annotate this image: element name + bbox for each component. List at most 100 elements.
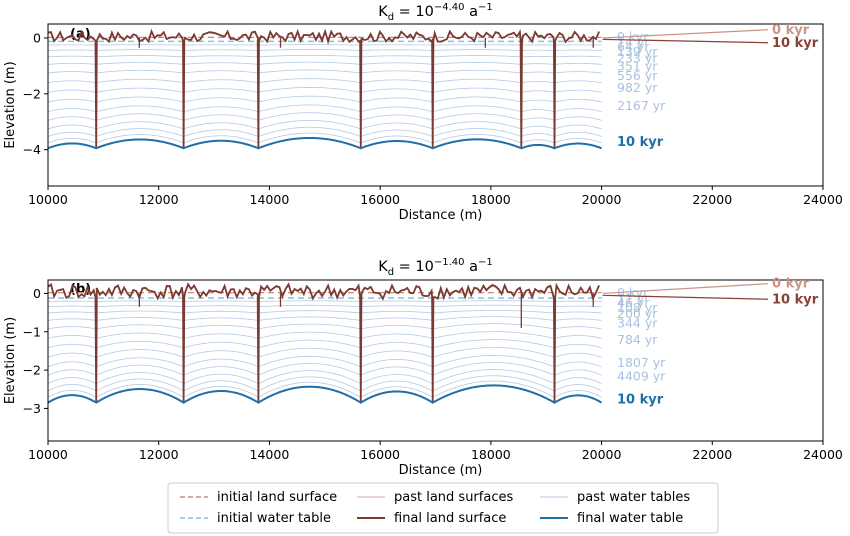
annotation-arrow-initial xyxy=(602,283,769,295)
annotation-final: 10 kyr xyxy=(772,292,819,307)
x-tick-label: 24000 xyxy=(803,192,843,207)
x-tick-label: 20000 xyxy=(582,447,622,462)
past-water-table xyxy=(48,78,602,84)
legend-label: initial land surface xyxy=(217,490,337,505)
past-water-table xyxy=(48,331,602,339)
legend-label: initial water table xyxy=(217,511,331,526)
past-water-table xyxy=(48,380,602,398)
title-part: = 10 xyxy=(394,259,434,275)
legend-label: final land surface xyxy=(394,511,506,526)
chart-title: Kd = 10−1.40 a−1 xyxy=(378,257,493,278)
final-water-table xyxy=(48,384,603,404)
water-table-time-label: 139 yr xyxy=(617,44,658,59)
water-table-time-label: 556 yr xyxy=(617,68,658,83)
past-water-table xyxy=(48,54,602,58)
past-water-table xyxy=(48,323,602,330)
water-table-time-label: 200 yr xyxy=(617,306,658,321)
final-water-table xyxy=(48,136,602,150)
axes-frame xyxy=(47,279,824,442)
final-land-surface xyxy=(48,28,600,149)
final-water-table-label: 10 kyr xyxy=(617,135,664,150)
water-table-time-label: 46 yr xyxy=(617,295,650,310)
legend-label: past land surfaces xyxy=(394,490,513,505)
title-part: d xyxy=(388,12,394,23)
x-tick-label: 18000 xyxy=(471,192,511,207)
title-part: −1.40 xyxy=(434,257,465,268)
past-water-table xyxy=(48,300,602,302)
plot-area xyxy=(48,282,603,404)
past-water-table xyxy=(48,355,602,368)
x-tick-label: 10000 xyxy=(28,192,68,207)
past-water-table xyxy=(48,69,602,74)
x-tick-label: 14000 xyxy=(250,447,290,462)
x-tick-label: 10000 xyxy=(28,447,68,462)
axes-frame xyxy=(47,23,824,187)
y-tick-label: −3 xyxy=(23,401,41,416)
annotation-final: 10 kyr xyxy=(772,36,819,51)
legend-label: past water tables xyxy=(577,490,690,505)
x-axis-label: Distance (m) xyxy=(399,463,483,478)
x-tick-label: 20000 xyxy=(582,192,622,207)
x-tick-label: 14000 xyxy=(250,192,290,207)
x-tick-label: 18000 xyxy=(471,447,511,462)
y-tick-label: −1 xyxy=(23,324,41,339)
past-water-table xyxy=(48,95,602,103)
panel-b: Kd = 10−1.40 a−1(b)10000 12000 14000 16000 1… xyxy=(3,257,843,478)
title-part: −1 xyxy=(478,257,493,268)
water-table-time-label: 11 yr xyxy=(617,291,650,306)
water-table-time-label: 2167 yr xyxy=(617,98,666,113)
past-water-table xyxy=(48,310,602,314)
past-water-table xyxy=(48,304,602,308)
past-water-table xyxy=(48,375,602,392)
water-table-time-label: 351 yr xyxy=(617,58,658,73)
water-table-time-label: 64 yr xyxy=(617,39,650,54)
x-tick-label: 16000 xyxy=(360,192,400,207)
plot-area xyxy=(48,28,602,150)
past-water-table xyxy=(48,126,602,137)
annotation-initial: 0 kyr xyxy=(772,23,810,38)
past-water-table xyxy=(48,120,602,130)
water-table-time-label: 4409 yr xyxy=(617,368,666,383)
x-tick-label: 22000 xyxy=(692,447,732,462)
x-axis-label: Distance (m) xyxy=(399,208,483,223)
water-table-time-label: 108 yr xyxy=(617,300,658,315)
y-axis-label: Elevation (m) xyxy=(3,61,18,148)
annotation-arrow-final xyxy=(602,294,769,300)
title-part: d xyxy=(388,267,394,278)
water-table-time-label: 982 yr xyxy=(617,80,658,95)
water-table-time-label: 344 yr xyxy=(617,315,658,330)
past-water-table xyxy=(48,104,602,113)
past-water-table xyxy=(48,112,602,121)
annotation-arrow-final xyxy=(602,38,769,44)
y-tick-label: 0 xyxy=(33,286,41,301)
title-part: K xyxy=(378,259,388,275)
annotation-arrow-initial xyxy=(602,29,769,39)
legend-frame xyxy=(167,482,719,534)
legend: initial land surface past land surfaces pa… xyxy=(167,482,719,534)
y-tick-label: −4 xyxy=(23,142,41,157)
past-water-table xyxy=(48,339,602,349)
water-table-time-label: 784 yr xyxy=(617,332,658,347)
y-tick-label: −2 xyxy=(23,363,41,378)
past-water-table xyxy=(48,49,602,51)
title-part: K xyxy=(378,4,388,20)
past-water-table xyxy=(48,132,602,144)
water-table-time-label: 1807 yr xyxy=(617,355,666,370)
past-water-table xyxy=(48,369,602,385)
x-tick-label: 12000 xyxy=(139,447,179,462)
water-table-time-label: 233 yr xyxy=(617,51,658,66)
y-tick-label: −2 xyxy=(23,86,41,101)
past-water-table xyxy=(48,362,602,376)
past-water-table xyxy=(48,87,602,93)
chart-title: Kd = 10−4.40 a−1 xyxy=(378,2,493,23)
title-part: a xyxy=(465,4,479,20)
legend-label: final water table xyxy=(577,511,683,526)
y-axis-label: Elevation (m) xyxy=(3,317,18,404)
annotation-initial: 0 kyr xyxy=(772,277,810,292)
y-tick-label: 0 xyxy=(33,30,41,45)
x-tick-label: 16000 xyxy=(360,447,400,462)
panel-a: Kd = 10−4.40 a−1(a)10000 12000 14000 16000 1… xyxy=(3,2,843,223)
x-tick-label: 24000 xyxy=(803,447,843,462)
title-part: −4.40 xyxy=(434,2,465,13)
